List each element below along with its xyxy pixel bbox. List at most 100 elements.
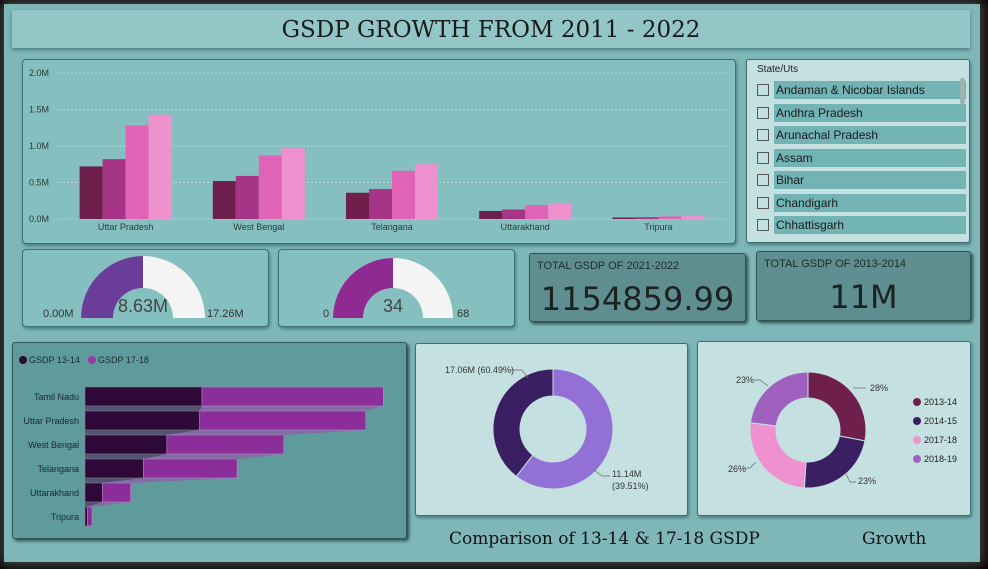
- gauge-max: 68: [457, 308, 469, 320]
- column-bar[interactable]: [212, 181, 236, 219]
- slice-label: 26%: [728, 464, 746, 474]
- donut-chart-comparison: 17.06M (60.49%) 11.14M (39.51%): [445, 365, 649, 491]
- column-bar[interactable]: [658, 216, 682, 219]
- column-bar[interactable]: [281, 148, 305, 219]
- legend-marker-13-14: [19, 356, 27, 364]
- y-tick-label: 1.0M: [29, 141, 49, 151]
- bar-17-18[interactable]: [166, 434, 285, 455]
- slicer-checkbox[interactable]: [757, 84, 769, 96]
- kpi-value: 1154859.99: [540, 280, 735, 318]
- slicer-checkbox[interactable]: [757, 219, 769, 231]
- slicer-checkbox[interactable]: [757, 151, 769, 164]
- column-bar[interactable]: [548, 202, 572, 219]
- column-bar[interactable]: [79, 166, 103, 219]
- column-bar[interactable]: [681, 216, 705, 219]
- column-bar[interactable]: [369, 189, 392, 219]
- column-chart-panel[interactable]: 0.0M 0.5M 1.0M 1.5M 2.0M Uttar Pradesh West Be…: [22, 59, 736, 244]
- bar-17-18[interactable]: [102, 482, 131, 503]
- slicer-item[interactable]: Andhra Pradesh: [757, 103, 967, 122]
- bar-17-18[interactable]: [199, 410, 367, 431]
- slicer-checkbox[interactable]: [757, 129, 769, 141]
- bar-13-14[interactable]: [84, 458, 144, 479]
- y-category-label: Uttarakhand: [30, 488, 79, 498]
- legend-label: GSDP 13-14: [29, 355, 80, 365]
- bar-13-14[interactable]: [84, 506, 88, 527]
- column-bar[interactable]: [235, 175, 259, 219]
- column-bar[interactable]: [125, 125, 149, 219]
- legend-marker: [913, 417, 921, 425]
- slicer-item[interactable]: Andaman & Nicobar Islands: [757, 81, 967, 99]
- donut-slice[interactable]: [492, 368, 554, 478]
- slicer-checkbox[interactable]: [757, 174, 769, 186]
- column-bar[interactable]: [479, 210, 503, 219]
- bar-13-14[interactable]: [84, 410, 200, 431]
- leader-line: [845, 473, 856, 483]
- donut-slice[interactable]: [803, 435, 866, 489]
- state-slicer[interactable]: State/Uts Andaman & Nicobar Islands Andhr…: [746, 59, 970, 243]
- horizontal-bar-chart: GSDP 13-14 GSDP 17-18 Tamil Nadu Uttar Prad…: [19, 355, 384, 527]
- donut-slice[interactable]: [807, 371, 867, 442]
- legend-label: 2014-15: [924, 416, 957, 426]
- slicer-item-label: Arunachal Pradesh: [774, 126, 966, 144]
- column-bar[interactable]: [525, 205, 549, 219]
- slicer-item[interactable]: Arunachal Pradesh: [757, 126, 967, 144]
- donut-slice[interactable]: [749, 422, 807, 489]
- bar-17-18[interactable]: [87, 506, 93, 527]
- legend-label: 2018-19: [924, 454, 957, 464]
- donut-comparison-panel[interactable]: 17.06M (60.49%) 11.14M (39.51%): [415, 343, 688, 516]
- y-category-label: West Bengal: [28, 440, 79, 450]
- slicer-item[interactable]: Chhattisgarh: [757, 216, 967, 234]
- bar-13-14[interactable]: [84, 386, 203, 407]
- slicer-item[interactable]: Assam: [757, 148, 967, 167]
- x-tick-label: Uttar Pradesh: [98, 222, 154, 232]
- slicer-checkbox[interactable]: [757, 196, 769, 209]
- bar-17-18[interactable]: [201, 386, 384, 407]
- ribbon-13-14: [85, 454, 167, 459]
- column-bar[interactable]: [612, 217, 636, 219]
- y-tick-label: 1.5M: [29, 105, 49, 115]
- ribbon-chart-panel[interactable]: GSDP 13-14 GSDP 17-18 Tamil Nadu Uttar Prad…: [12, 342, 407, 539]
- ribbon-17-18: [102, 478, 238, 483]
- bar-17-18[interactable]: [143, 458, 238, 479]
- slicer-scrollbar[interactable]: [960, 78, 965, 104]
- ribbon-17-18: [143, 454, 284, 459]
- donut-slice[interactable]: [749, 371, 809, 427]
- gauge-fill: [333, 258, 393, 318]
- kpi-card-2013-2014[interactable]: TOTAL GSDP OF 2013-2014 11M: [756, 251, 971, 321]
- slice-label: 23%: [858, 476, 876, 486]
- gauge-min: 0: [323, 308, 329, 320]
- gauge-panel-gsdp[interactable]: 8.63M 0.00M 17.26M: [22, 249, 269, 327]
- column-bar[interactable]: [346, 192, 369, 219]
- column-bar[interactable]: [415, 164, 438, 219]
- gauge-panel-count[interactable]: 34 0 68: [278, 249, 515, 327]
- caption-growth: Growth: [862, 529, 927, 549]
- ribbon-13-14: [85, 430, 200, 435]
- donut-slice[interactable]: [515, 368, 614, 490]
- y-tick-label: 0.0M: [29, 214, 49, 224]
- column-bar[interactable]: [102, 159, 126, 219]
- ribbon-13-14: [85, 406, 202, 411]
- column-bar[interactable]: [392, 170, 415, 219]
- column-bar[interactable]: [148, 114, 172, 219]
- slicer-item[interactable]: Chandigarh: [757, 193, 967, 212]
- legend-marker-17-18: [88, 356, 96, 364]
- leader-line: [593, 469, 610, 477]
- slicer-item-label: Andaman & Nicobar Islands: [774, 81, 966, 99]
- y-category-label: Tripura: [51, 512, 79, 522]
- y-category-label: Telangana: [37, 464, 79, 474]
- ribbon-17-18: [199, 406, 384, 411]
- legend-label: GSDP 17-18: [98, 355, 149, 365]
- ribbon-13-14: [85, 478, 144, 483]
- bar-13-14[interactable]: [84, 434, 168, 455]
- legend-marker: [913, 455, 921, 463]
- donut-growth-panel[interactable]: 28% 23% 26% 23% 2013-14 2014-15 2017-18 2018-19: [697, 341, 971, 516]
- slicer-item[interactable]: Bihar: [757, 171, 967, 189]
- column-bar[interactable]: [502, 209, 526, 219]
- column-bar[interactable]: [635, 217, 659, 219]
- kpi-card-2021-2022[interactable]: TOTAL GSDP OF 2021-2022 1154859.99: [529, 253, 746, 322]
- bar-13-14[interactable]: [84, 482, 103, 503]
- column-bar[interactable]: [258, 155, 282, 219]
- slicer-item-label: Assam: [774, 148, 966, 167]
- slicer-checkbox[interactable]: [757, 106, 769, 119]
- slicer-item-label: Chhattisgarh: [774, 216, 966, 234]
